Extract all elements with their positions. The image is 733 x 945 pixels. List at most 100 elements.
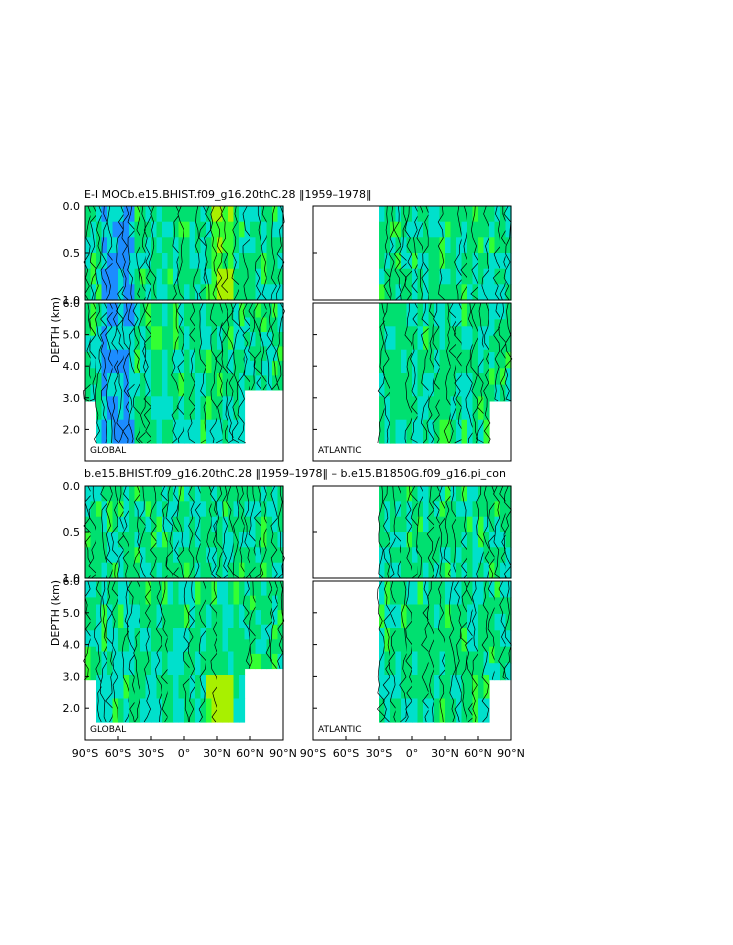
field-cell: [189, 284, 196, 301]
field-cell: [233, 373, 240, 397]
x-tick-label: 60°N: [236, 747, 264, 760]
field-cell: [472, 501, 479, 518]
field-cell: [151, 532, 158, 548]
contour-line: [481, 580, 490, 723]
field-cell: [472, 604, 479, 629]
field-cell: [456, 303, 463, 327]
field-cell: [233, 396, 240, 421]
field-cell: [450, 206, 457, 223]
field-cell: [233, 547, 240, 564]
field-1-l-0: [83, 580, 285, 723]
field-cell: [217, 221, 224, 238]
field-cell: [222, 284, 229, 301]
field-cell: [395, 349, 402, 374]
field-cell: [478, 221, 485, 238]
field-cell: [239, 253, 246, 270]
field-cell: [151, 419, 158, 444]
field-cell: [250, 610, 257, 626]
field-cell: [483, 303, 490, 327]
field-cell: [390, 581, 397, 606]
field-cell: [472, 581, 479, 606]
field-cell: [489, 613, 496, 631]
field-cell: [123, 675, 130, 700]
field-cell: [156, 253, 163, 270]
field-cell: [233, 581, 240, 606]
field-cell: [107, 628, 114, 653]
contour-line: [93, 302, 103, 444]
field-cell: [189, 486, 196, 502]
field-cell: [445, 396, 452, 421]
field-cell: [206, 326, 213, 351]
field-cell: [129, 698, 136, 723]
field-cell: [478, 237, 485, 254]
field-cell: [151, 651, 158, 676]
field-cell: [123, 221, 130, 238]
field-cell: [384, 675, 391, 700]
field-cell: [173, 419, 180, 444]
field-cell: [228, 237, 235, 254]
contour-line: [465, 302, 475, 444]
field-cell: [195, 253, 202, 270]
field-cell: [184, 303, 191, 327]
field-cell: [217, 581, 224, 606]
field-cell: [173, 326, 180, 351]
field-cell: [112, 675, 119, 700]
contour-line: [493, 485, 501, 579]
field-cell: [145, 532, 152, 548]
contour-line: [242, 205, 253, 301]
field-cell: [489, 237, 496, 254]
field-cell: [445, 547, 452, 564]
field-cell: [195, 547, 202, 564]
field-cell: [379, 501, 386, 518]
field-cell: [156, 516, 163, 533]
field-cell: [173, 532, 180, 548]
field-cell: [244, 516, 251, 533]
field-cell: [489, 486, 496, 502]
field-cell: [272, 317, 279, 333]
field-cell: [412, 303, 419, 327]
contour-line: [426, 485, 436, 579]
field-cell: [85, 237, 92, 254]
field-cell: [107, 651, 114, 676]
field-cell: [266, 221, 273, 238]
field-cell: [90, 630, 97, 648]
field-cell: [156, 221, 163, 238]
field-cell: [489, 303, 496, 320]
field-cell: [406, 501, 413, 518]
field-cell: [272, 639, 279, 655]
field-cell: [494, 221, 501, 238]
field-cell: [412, 651, 419, 676]
field-cell: [406, 532, 413, 548]
field-cell: [134, 303, 141, 327]
field-cell: [434, 253, 441, 270]
field-cell: [189, 562, 196, 579]
y-tick-label: 3.0: [63, 670, 81, 683]
field-cell: [233, 532, 240, 548]
field-cell: [112, 206, 119, 223]
field-cell: [445, 562, 452, 579]
contour-line: [438, 485, 447, 579]
field-cell: [162, 501, 169, 518]
field-cell: [173, 581, 180, 606]
field-cell: [417, 501, 424, 518]
field-cell: [261, 562, 268, 579]
field-cell: [195, 326, 202, 351]
field-cell: [239, 486, 246, 502]
field-cell: [450, 562, 457, 579]
field-cell: [184, 501, 191, 518]
field-cell: [129, 501, 136, 518]
field-cell: [428, 221, 435, 238]
field-cell: [401, 349, 408, 374]
field-cell: [162, 651, 169, 676]
field-cell: [505, 237, 512, 254]
field-cell: [505, 206, 512, 223]
field-cell: [178, 486, 185, 502]
field-cell: [390, 373, 397, 397]
field-cell: [395, 532, 402, 548]
field-cell: [266, 501, 273, 518]
field-cell: [390, 396, 397, 421]
field-cell: [478, 326, 485, 351]
field-cell: [206, 419, 213, 444]
field-cell: [255, 532, 262, 548]
field-cell: [412, 562, 419, 579]
